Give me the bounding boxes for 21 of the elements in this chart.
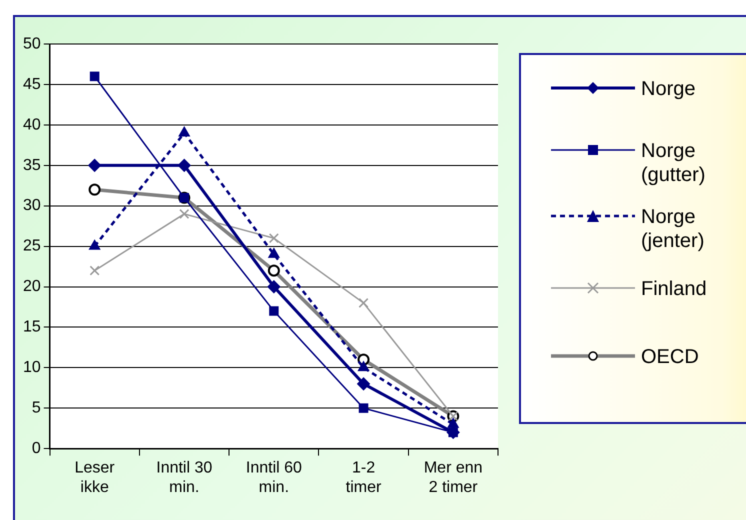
y-tick-label: 40 [23, 116, 41, 134]
y-tick-label: 0 [32, 440, 41, 458]
y-tick-label: 35 [23, 156, 41, 174]
legend-label: OECD [641, 345, 700, 369]
y-tick-label: 50 [23, 35, 41, 52]
legend-label: Norge (gutter) [641, 139, 706, 187]
y-tick-label: 20 [23, 278, 41, 296]
legend-label: Norge (jenter) [641, 205, 706, 253]
y-tick-label: 10 [23, 359, 41, 376]
legend-label: Finland [641, 277, 708, 301]
legend-label: Norge [641, 77, 696, 101]
y-tick-label: 5 [32, 400, 41, 417]
x-tick-label: Inntil 60 min. [246, 460, 302, 496]
x-tick-label: Mer enn 2 timer [424, 460, 483, 496]
x-tick-label: 1-2 timer [346, 460, 382, 496]
y-tick-label: 45 [23, 76, 41, 93]
y-tick-label: 15 [23, 318, 41, 336]
x-tick-label: Leser ikke [74, 460, 116, 496]
x-tick-label: Inntil 30 min. [156, 460, 212, 496]
y-tick-label: 30 [23, 197, 41, 214]
y-tick-label: 25 [23, 238, 41, 255]
